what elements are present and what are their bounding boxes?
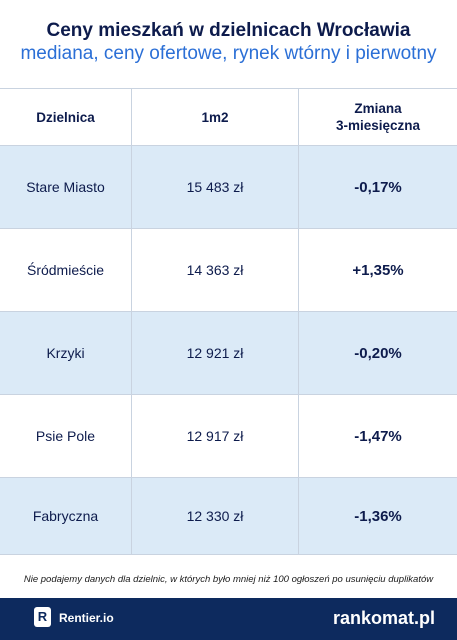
column-header-price: 1m2: [131, 89, 299, 145]
column-header-district: Dzielnica: [36, 109, 95, 125]
rentier-brand: Rentier.io: [59, 611, 114, 625]
page-title: Ceny mieszkań w dzielnicach Wrocławia: [46, 20, 411, 41]
district-cell: Psie Pole: [35, 428, 96, 444]
change-cell: -1,47%: [354, 427, 402, 445]
change-cell: -0,17%: [354, 178, 402, 196]
rentier-logo-icon: R: [34, 607, 51, 627]
price-cell: 12 921 zł: [131, 312, 299, 394]
change-cell: -1,36%: [354, 507, 402, 525]
district-cell: Krzyki: [46, 345, 85, 361]
table-row: Krzyki 12 921 zł -0,20%: [0, 312, 457, 395]
price-cell: 14 363 zł: [131, 229, 299, 311]
price-cell: 12 917 zł: [131, 395, 299, 477]
price-table: Dzielnica 1m2 Zmiana 3-miesięczna Stare …: [0, 88, 457, 555]
table-row: Śródmieście 14 363 zł +1,35%: [0, 229, 457, 312]
table-header-row: Dzielnica 1m2 Zmiana 3-miesięczna: [0, 89, 457, 146]
district-cell: Stare Miasto: [26, 179, 105, 195]
header: Ceny mieszkań w dzielnicach Wrocławia me…: [0, 0, 457, 88]
column-header-change: Zmiana 3-miesięczna: [335, 101, 421, 133]
footer-bar: R Rentier.io rankomat.pl: [0, 598, 457, 640]
price-cell: 12 330 zł: [131, 478, 299, 554]
footnote: Nie podajemy danych dla dzielnic, w któr…: [23, 574, 434, 585]
page-subtitle: mediana, ceny ofertowe, rynek wtórny i p…: [20, 43, 437, 64]
change-cell: -0,20%: [354, 344, 402, 362]
rankomat-brand: rankomat.pl: [332, 608, 435, 628]
table-row: Psie Pole 12 917 zł -1,47%: [0, 395, 457, 478]
change-cell: +1,35%: [352, 261, 404, 279]
district-cell: Śródmieście: [26, 262, 105, 278]
table-row: Stare Miasto 15 483 zł -0,17%: [0, 146, 457, 229]
price-cell: 15 483 zł: [131, 146, 299, 228]
district-cell: Fabryczna: [32, 508, 99, 524]
table-row: Fabryczna 12 330 zł -1,36%: [0, 478, 457, 555]
